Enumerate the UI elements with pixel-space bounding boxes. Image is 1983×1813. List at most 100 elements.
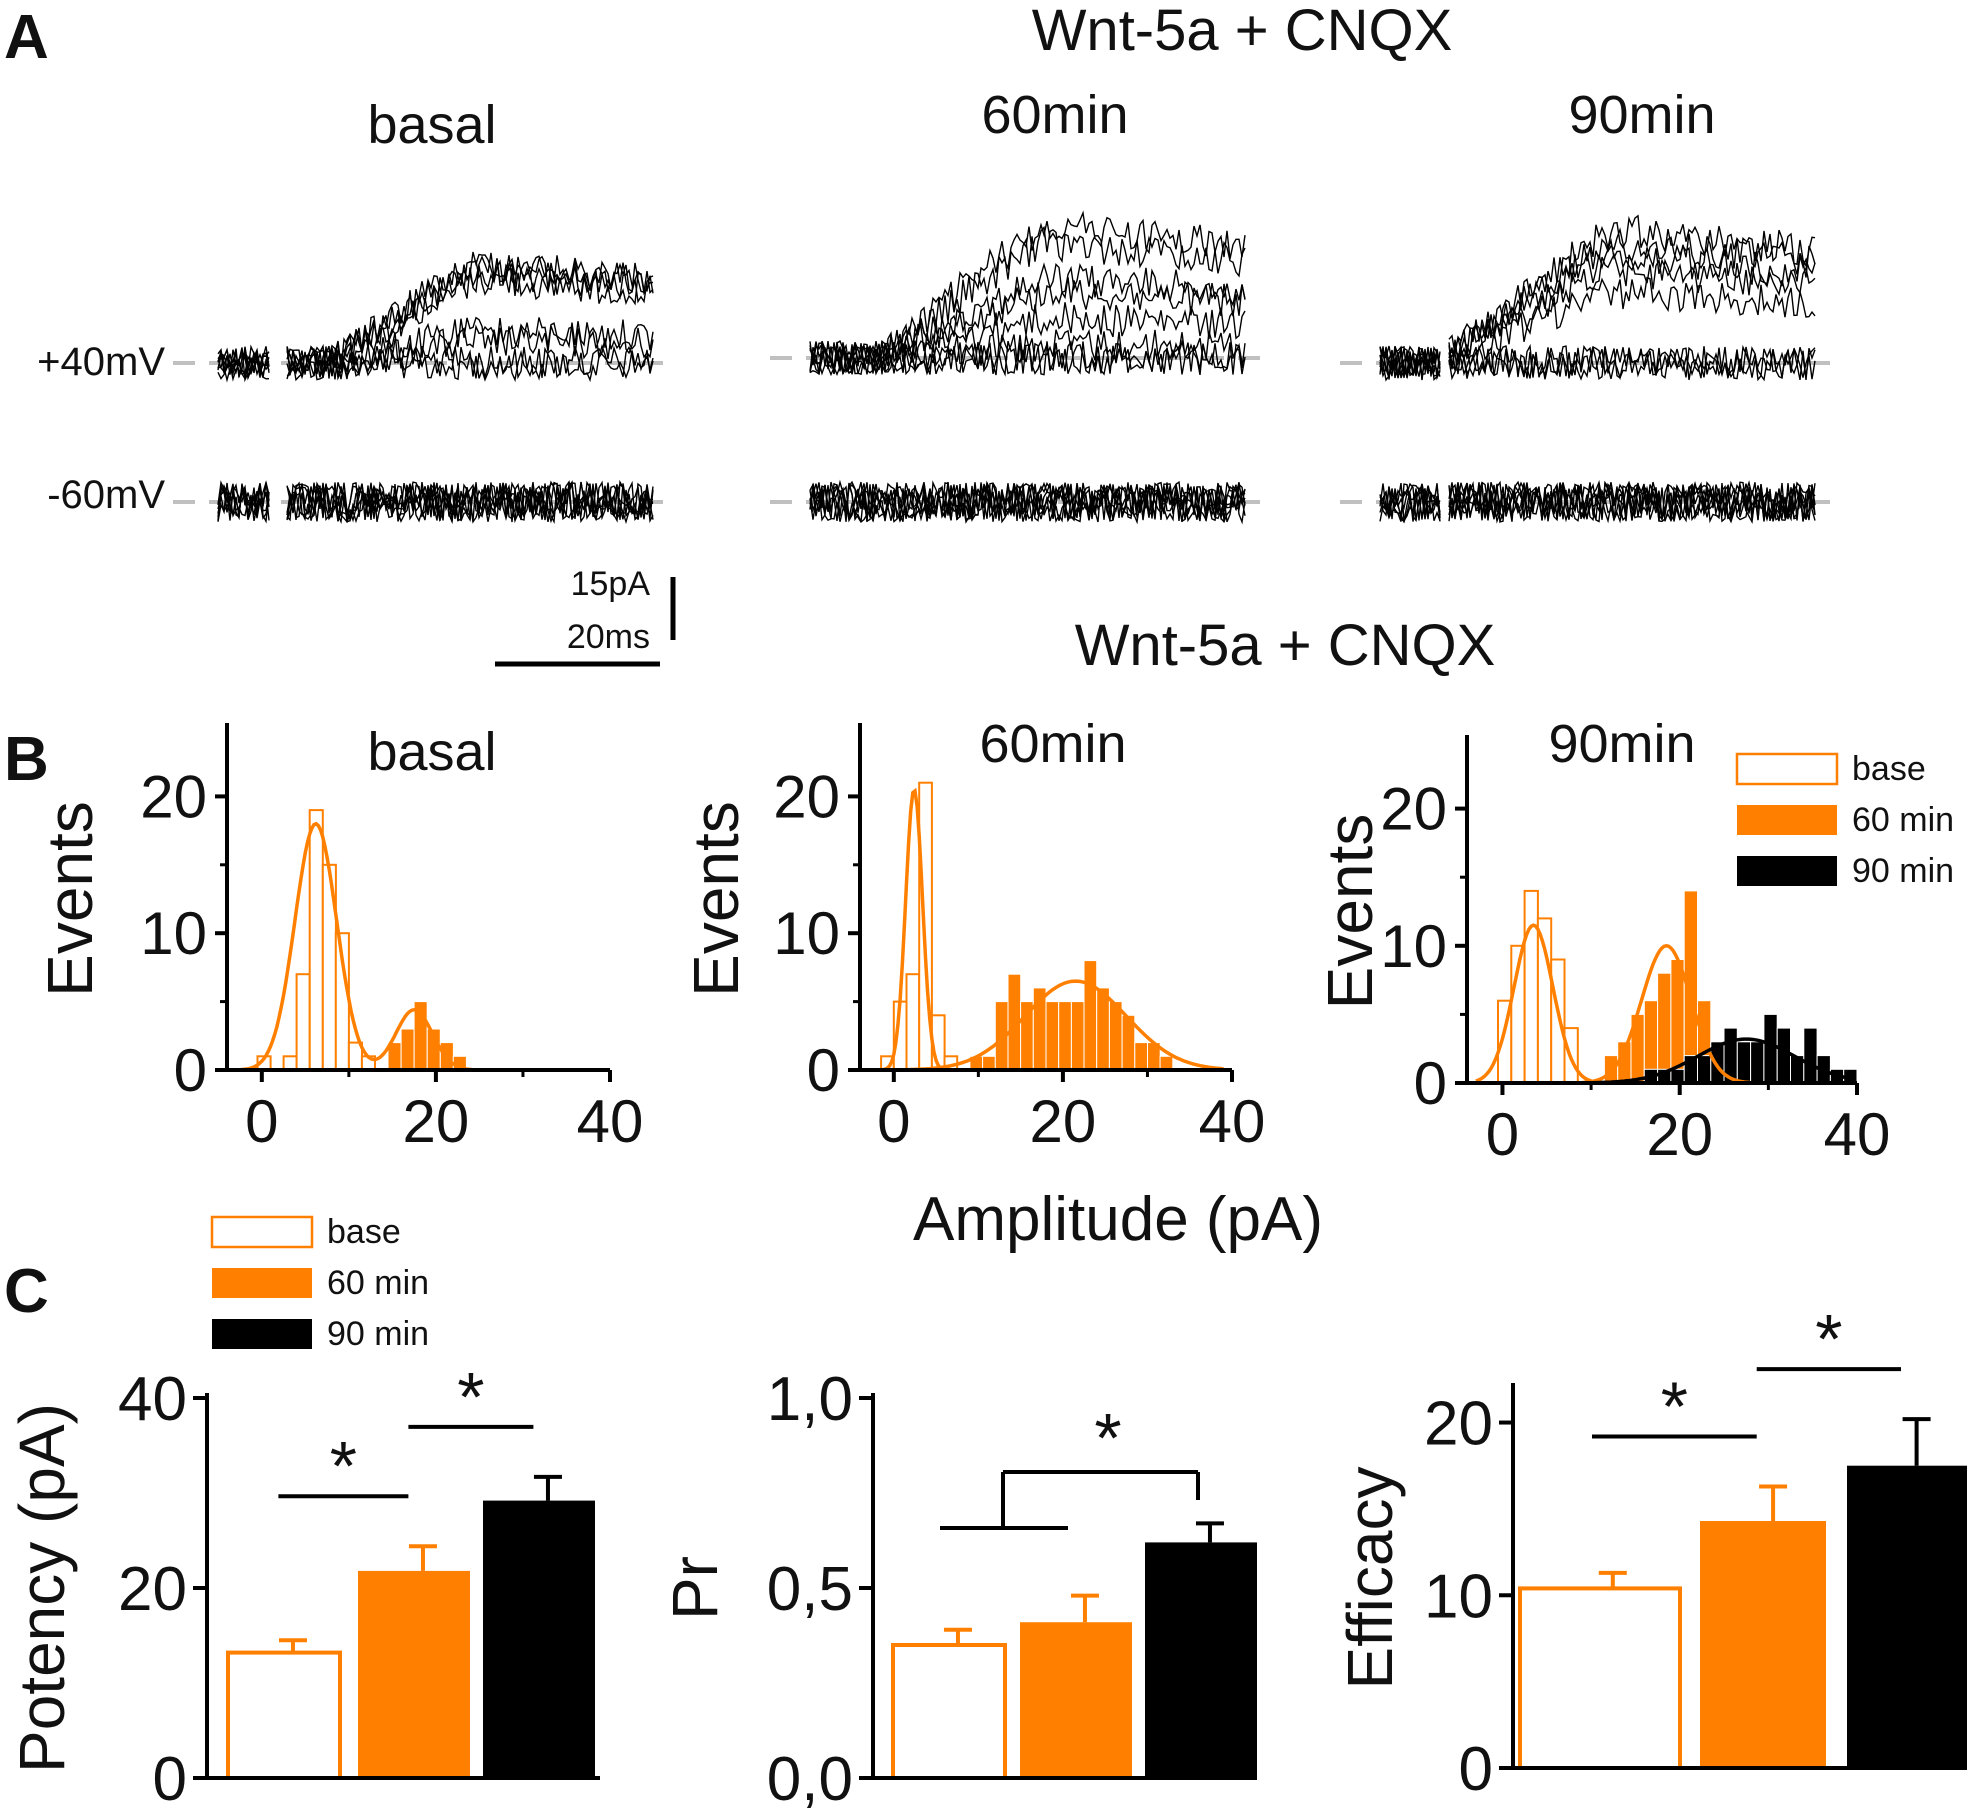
y-axis-label: Events [34,801,106,997]
histogram-bar [1134,1042,1149,1071]
x-tick-label: 0 [1486,1101,1519,1168]
histogram-bar [282,1055,298,1072]
bar-90-min [1847,1465,1967,1768]
histogram-bar [905,973,921,1072]
scale-bar-time-label: 20ms [567,618,650,656]
histogram-bar [308,809,324,1071]
y-tick-label: 20 [1380,776,1447,843]
significance-star: * [330,1427,357,1505]
x-tick-label: 20 [1030,1088,1097,1155]
y-tick-label: 20 [118,1555,187,1624]
legend-label: base [327,1213,401,1251]
histograms-group: 0 20 40 0 10 20 Events basal 0 20 40 0 10 20 Events 60m… [34,714,1890,1168]
y-tick-label: 0,5 [767,1555,853,1624]
panel-a-title-60min: 60min [981,85,1128,145]
histogram-bar [1776,1027,1791,1084]
histogram-bar [1058,1001,1072,1071]
y-tick-label: 0 [1414,1050,1447,1117]
histogram-title: 60min [979,714,1126,774]
y-tick-label: 10 [140,900,207,967]
histogram-title: basal [367,722,496,782]
histogram-bar [1657,972,1672,1084]
x-tick-label: 20 [403,1088,470,1155]
histogram-bar [1803,1027,1818,1084]
y-tick-label: 10 [1380,913,1447,980]
y-tick-label: 0 [174,1037,207,1104]
y-tick-label: 10 [1424,1562,1493,1631]
scale-bar-current-label: 15pA [571,565,651,603]
bar-90-min [1145,1542,1257,1778]
histogram-bar [1070,1001,1085,1071]
barplot-0: 0 20 40 Potency (pA) * * [6,1358,600,1813]
bar-base [891,1643,1007,1780]
y-axis-label: Events [680,801,752,997]
legend-swatch-60-min [1737,805,1837,835]
traces-group [173,210,1830,525]
y-tick-label: 10 [773,900,840,967]
histogram-bar [1750,1041,1765,1084]
legend-swatch-base [1735,752,1839,786]
legend-swatch-90-min [212,1319,312,1349]
bar-60-min [1700,1521,1826,1768]
histogram-bar [1096,987,1110,1071]
legend-swatch-60-min [212,1268,312,1298]
bar-base [1518,1586,1682,1771]
bar-60-min [358,1570,470,1778]
y-tick-label: 0 [807,1037,840,1104]
histogram-bar [1083,960,1098,1071]
panel-b-xlabel: Amplitude (pA) [913,1185,1323,1254]
trace-minus60 [809,480,1246,523]
y-tick-label: 20 [1424,1390,1493,1459]
x-tick-label: 40 [577,1088,644,1155]
significance-star: * [1815,1300,1842,1378]
trace-plus40 [809,328,1246,376]
trace-plus40 [809,262,1246,367]
y-tick-label: 20 [773,763,840,830]
panel-a-title-90min: 90min [1568,85,1715,145]
trace-minus60 [217,481,654,525]
panel-a-header: Wnt-5a + CNQX [1032,0,1453,63]
barplots-group: 0 20 40 Potency (pA) * * 0,0 0,5 1,0 Pr * 0 10 20 Effi… [6,1300,1967,1813]
histogram-1: 0 20 40 0 10 20 Events 60min [680,714,1265,1155]
histogram-bar [1763,1013,1778,1084]
y-axis-label: Efficacy [1334,1467,1406,1690]
panel-letter-a: A [4,3,49,72]
bar-base [226,1650,342,1780]
y-tick-label: 0,0 [767,1745,853,1813]
panel-b-legend: base 60 min 90 min [1735,750,1954,890]
legend-label: 90 min [1852,852,1954,890]
panel-c-legend: base 60 min 90 min [210,1213,429,1353]
trace-plus40 [809,277,1246,376]
trace-minus60 [1379,481,1816,524]
trace-plus40 [217,251,654,379]
x-tick-label: 0 [245,1088,278,1155]
legend-label: base [1852,750,1926,788]
panel-letter-c: C [4,1257,49,1326]
histogram-bar [295,973,311,1072]
trace-minus60 [809,481,1246,525]
panel-a-title-basal: basal [367,95,496,155]
histogram-bar [1697,1055,1712,1084]
legend-label: 60 min [1852,801,1954,839]
barplot-1: 0,0 0,5 1,0 Pr * [659,1365,1257,1813]
holding-label-plus40: +40mV [37,340,165,384]
trace-plus40 [809,225,1246,374]
legend-swatch-90-min [1737,856,1837,886]
y-axis-label: Pr [659,1556,731,1620]
bar-90-min [483,1500,595,1778]
trace-plus40 [1379,227,1816,379]
histogram-bar [1736,1041,1752,1084]
histogram-bar [1670,1068,1685,1084]
panel-letter-b: B [4,725,49,794]
panel-b-header: Wnt-5a + CNQX [1075,613,1496,678]
trace-minus60 [1379,480,1816,524]
trace-plus40 [809,210,1246,374]
y-tick-label: 40 [118,1365,187,1434]
y-tick-label: 0 [153,1745,187,1813]
y-tick-label: 0 [1459,1735,1493,1804]
y-tick-label: 20 [140,763,207,830]
x-tick-label: 40 [1199,1088,1266,1155]
legend-label: 60 min [327,1264,429,1302]
histogram-0: 0 20 40 0 10 20 Events basal [34,722,643,1155]
